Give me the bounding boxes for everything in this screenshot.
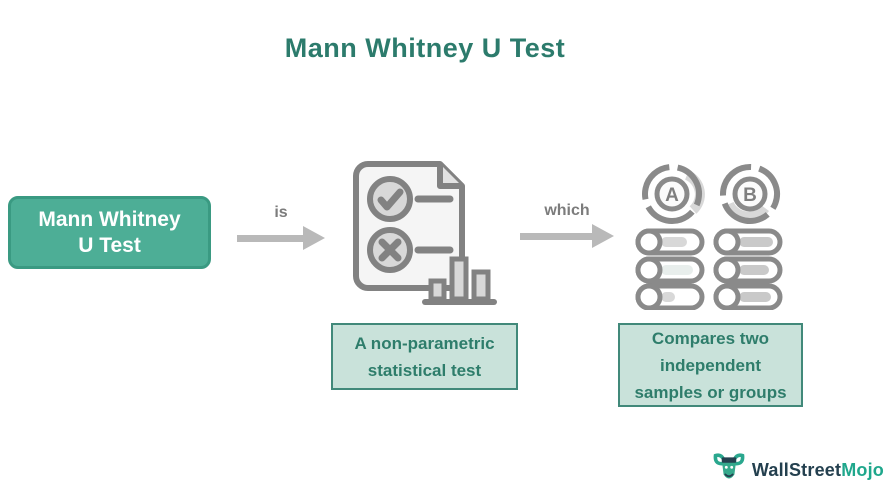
- subject-line1: Mann Whitney: [38, 207, 181, 231]
- group-a-sliders-icon: [635, 228, 705, 310]
- connector-which: which: [520, 202, 614, 248]
- arrow-right-icon: [237, 226, 325, 250]
- subject-line2: U Test: [78, 233, 141, 257]
- group-a-chart-icon: A: [642, 164, 705, 224]
- purpose-line3: samples or groups: [634, 382, 787, 402]
- arrow-shaft: [520, 232, 592, 240]
- connector-which-label: which: [544, 202, 590, 219]
- group-b-sliders-icon: [713, 228, 783, 310]
- arrow-shaft: [237, 234, 303, 242]
- definition-label-box: A non-parametric statistical test: [331, 323, 518, 390]
- arrow-head: [592, 224, 614, 248]
- connector-is: is: [237, 204, 325, 250]
- arrow-head: [303, 226, 325, 250]
- logo-part-mojo: Mojo: [841, 459, 884, 480]
- page-title: Mann Whitney U Test: [284, 33, 566, 63]
- definition-line2: statistical test: [367, 360, 482, 380]
- arrow-right-icon: [520, 224, 614, 248]
- purpose-line1: Compares two: [651, 328, 770, 348]
- purpose-line2: independent: [659, 355, 762, 375]
- connector-is-label: is: [274, 204, 288, 221]
- purpose-label-box: Compares two independent samples or grou…: [618, 323, 803, 407]
- group-a-label: A: [665, 185, 679, 206]
- checklist-report-icon: [353, 161, 497, 305]
- bull-icon: [713, 453, 745, 479]
- logo-part-wallstreet: WallStreet: [751, 459, 842, 480]
- wallstreetmojo-logo: WallStreetMojo: [711, 450, 884, 490]
- subject-box: Mann Whitney U Test: [8, 196, 211, 269]
- group-b-chart-icon: B: [720, 164, 780, 224]
- group-b-label: B: [743, 185, 757, 206]
- definition-line1: A non-parametric: [354, 333, 495, 353]
- logo-wordmark: WallStreetMojo: [752, 460, 884, 481]
- ab-samples-icon: A B: [635, 164, 783, 310]
